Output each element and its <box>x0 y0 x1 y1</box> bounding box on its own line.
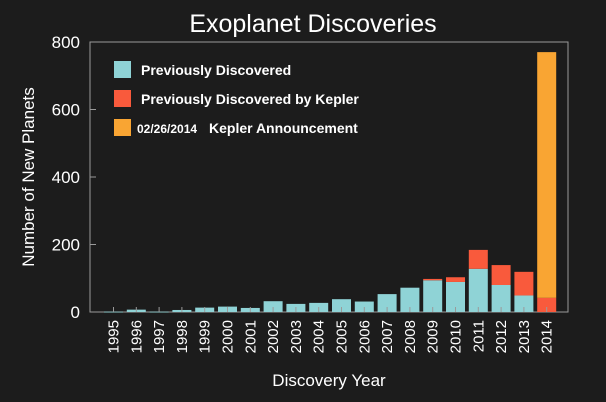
bar-segment-2013-s0 <box>514 295 534 312</box>
x-tick-label-2012: 2012 <box>493 320 510 353</box>
legend-label-2: Kepler Announcement <box>209 120 358 136</box>
legend-swatch-0 <box>114 61 131 78</box>
legend-swatch-1 <box>114 90 131 107</box>
x-tick-label-2000: 2000 <box>220 320 237 353</box>
bar-segment-2010-s1 <box>446 277 465 282</box>
bar-segment-2012-s0 <box>491 285 511 312</box>
bar-segment-2011-s1 <box>468 249 488 269</box>
x-tick-label-1999: 1999 <box>197 320 214 353</box>
y-tick-label: 600 <box>52 101 80 120</box>
y-tick-label: 400 <box>52 168 80 187</box>
y-tick-label: 200 <box>52 236 80 255</box>
bar-segment-1995-s0 <box>104 311 123 313</box>
x-tick-label-2008: 2008 <box>402 320 419 353</box>
legend-date-label: 02/26/2014 <box>137 122 197 136</box>
y-tick-label: 800 <box>52 33 80 52</box>
bar-segment-2005-s0 <box>332 299 351 312</box>
bar-segment-2007-s0 <box>377 294 397 312</box>
bar-segment-2013-s1 <box>514 271 534 296</box>
x-tick-label-1997: 1997 <box>151 320 168 353</box>
x-tick-label-2010: 2010 <box>448 320 465 353</box>
legend-label-0: Previously Discovered <box>141 62 291 78</box>
bar-segment-2006-s0 <box>354 301 374 312</box>
bar-segment-2009-s0 <box>423 280 443 312</box>
x-tick-label-2013: 2013 <box>516 320 533 353</box>
bar-segment-1997-s0 <box>149 311 169 313</box>
x-tick-label-2006: 2006 <box>356 320 373 353</box>
bar-segment-2014-s2 <box>537 52 557 298</box>
x-axis-label: Discovery Year <box>272 371 386 390</box>
bar-segment-2002-s0 <box>263 301 283 312</box>
bar-segment-2010-s0 <box>446 281 465 312</box>
y-axis-label: Number of New Planets <box>19 87 38 267</box>
x-tick-label-1995: 1995 <box>106 320 123 353</box>
x-tick-label-2005: 2005 <box>334 320 351 353</box>
legend-swatch-2 <box>114 119 131 136</box>
y-axis: 0 200 400 600 800 <box>52 33 96 322</box>
bar-segment-2014-s1 <box>537 297 557 312</box>
x-tick-label-1998: 1998 <box>174 320 191 353</box>
chart-title: Exoplanet Discoveries <box>189 10 436 38</box>
legend-label-1: Previously Discovered by Kepler <box>141 91 359 107</box>
x-tick-label-2009: 2009 <box>425 320 442 353</box>
bar-segment-2012-s1 <box>491 265 511 285</box>
legend: Previously Discovered Previously Discover… <box>114 61 359 136</box>
x-tick-label-2002: 2002 <box>265 320 282 353</box>
bar-segment-2008-s0 <box>400 287 420 312</box>
x-tick-label-2011: 2011 <box>470 320 487 352</box>
bar-segment-2009-s1 <box>423 278 443 281</box>
x-axis: 1995 1996 1997 1998 1999 2000 2001 2002 2003 2004… <box>106 307 556 353</box>
x-tick-label-2001: 2001 <box>242 320 259 353</box>
x-tick-label-1996: 1996 <box>128 320 145 353</box>
y-tick-label: 0 <box>71 303 80 322</box>
x-tick-label-2007: 2007 <box>379 320 396 353</box>
x-tick-label-2014: 2014 <box>539 320 556 353</box>
bar-segment-2011-s0 <box>468 268 488 312</box>
x-tick-label-2003: 2003 <box>288 320 305 353</box>
bars <box>104 52 557 313</box>
x-tick-label-2004: 2004 <box>311 320 328 353</box>
